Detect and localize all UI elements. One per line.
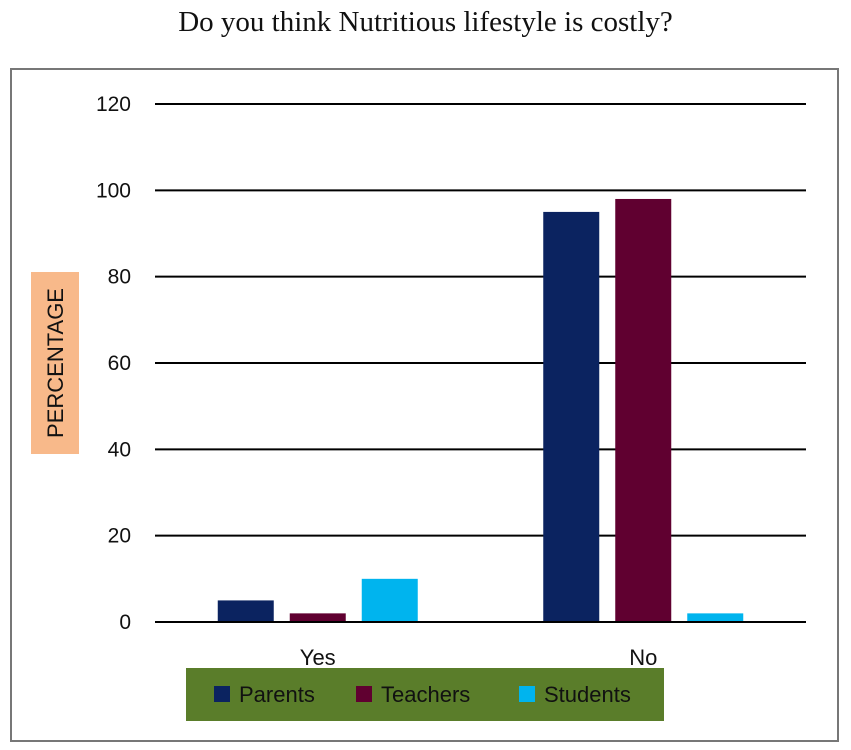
bar-parents-yes xyxy=(217,600,274,622)
bar-students-yes xyxy=(361,578,418,622)
bars xyxy=(155,198,806,623)
legend-label-teachers: Teachers xyxy=(381,682,470,707)
y-tick-label: 120 xyxy=(96,93,131,116)
y-axis-label: PERCENTAGE xyxy=(43,288,68,438)
gridlines xyxy=(155,103,806,623)
y-tick-label: 0 xyxy=(119,611,131,634)
x-category-labels: Yes No xyxy=(300,645,658,670)
legend-background xyxy=(186,668,664,721)
y-tick-label: 60 xyxy=(108,352,131,375)
x-category-label: Yes xyxy=(300,645,336,670)
y-tick-label: 100 xyxy=(96,179,131,202)
y-tick-label: 20 xyxy=(108,525,131,548)
bar-students-no xyxy=(687,613,744,622)
y-tick-label: 40 xyxy=(108,438,131,461)
legend-swatch-teachers xyxy=(356,686,372,702)
x-category-label: No xyxy=(629,645,657,670)
legend-swatch-students xyxy=(519,686,535,702)
bar-teachers-yes xyxy=(289,613,346,622)
bar-teachers-no xyxy=(615,198,672,622)
bar-parents-no xyxy=(543,211,600,622)
legend-label-parents: Parents xyxy=(239,682,315,707)
chart-frame xyxy=(10,68,839,742)
chart-title: Do you think Nutritious lifestyle is cos… xyxy=(178,6,673,38)
legend-label-students: Students xyxy=(544,682,631,707)
legend-swatch-parents xyxy=(214,686,230,702)
y-tick-labels: 0 20 40 60 80 100 120 xyxy=(96,93,131,634)
legend: Parents Teachers Students xyxy=(214,682,631,707)
y-axis-label-background xyxy=(31,272,79,454)
y-tick-label: 80 xyxy=(108,266,131,289)
